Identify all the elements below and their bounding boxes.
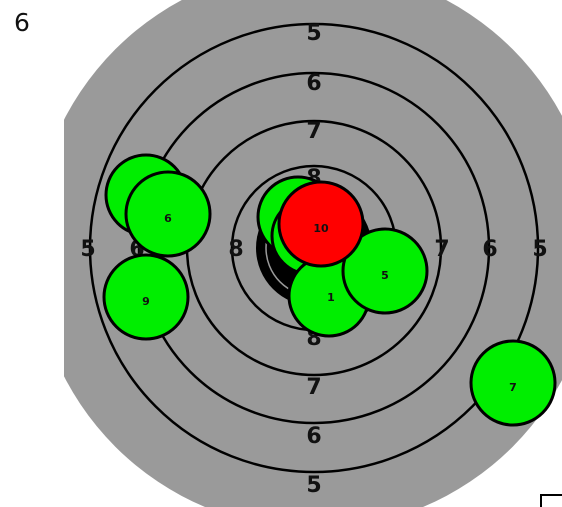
ring-7-line (137, 71, 491, 425)
ring-label-bottom-7: 7 (306, 375, 321, 400)
frame-corner (540, 494, 562, 507)
ring-label-left-5: 5 (80, 237, 95, 262)
ring-label-bottom-5: 5 (306, 473, 321, 498)
shot-label: 7 (509, 381, 517, 394)
shot-label: 1 (327, 291, 335, 304)
shot-circle (469, 339, 557, 427)
shot-circle (102, 253, 190, 341)
ring-6-line (88, 22, 540, 474)
ring-label-top-7: 7 (306, 119, 321, 144)
shot-circle (124, 170, 212, 258)
shot-marker-8-highlighted[interactable]: 10 (277, 180, 365, 268)
ring-label-top-5: 5 (306, 21, 321, 46)
ring-label-right-5: 5 (532, 237, 547, 262)
shot-label: 9 (142, 295, 150, 308)
shot-marker-3[interactable]: 9 (102, 253, 190, 341)
target-face: 5 6 7 8 8 7 6 5 5 6 8 7 6 5 6 (64, 0, 562, 507)
ring-label-left-8: 8 (228, 237, 243, 262)
shot-marker-2[interactable]: 6 (124, 170, 212, 258)
shot-label: 10 (313, 222, 329, 235)
ring-label-right-7: 7 (434, 237, 449, 262)
ring-label-top-6: 6 (306, 71, 321, 96)
shot-marker-7[interactable]: 5 (341, 227, 429, 315)
ring-label-right-6: 6 (482, 237, 497, 262)
shot-label: 6 (164, 212, 172, 225)
shot-circle (341, 227, 429, 315)
shot-circle (277, 180, 365, 268)
ring-label-bottom-6: 6 (306, 424, 321, 449)
shot-marker-9[interactable]: 7 (469, 339, 557, 427)
shot-score-display: 6 (14, 8, 30, 37)
shot-label: 5 (381, 269, 389, 282)
